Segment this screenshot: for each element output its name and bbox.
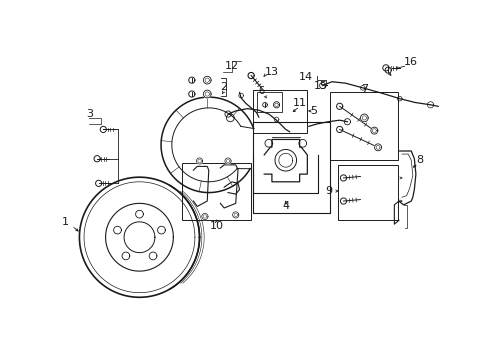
Text: 5: 5 <box>310 106 317 116</box>
Polygon shape <box>341 175 346 181</box>
Text: 3: 3 <box>86 109 93 119</box>
Text: 2: 2 <box>220 82 228 92</box>
Polygon shape <box>385 67 392 73</box>
Text: 12: 12 <box>225 61 239 71</box>
Bar <box>338 165 398 220</box>
Polygon shape <box>158 226 165 234</box>
Polygon shape <box>273 102 280 108</box>
Polygon shape <box>100 126 106 132</box>
Polygon shape <box>361 114 368 122</box>
Text: 15: 15 <box>314 81 327 91</box>
Polygon shape <box>341 198 346 204</box>
Polygon shape <box>196 158 203 164</box>
Polygon shape <box>248 72 254 78</box>
Text: 4: 4 <box>282 202 289 211</box>
Polygon shape <box>96 180 102 186</box>
Polygon shape <box>371 127 378 134</box>
Polygon shape <box>203 90 211 98</box>
Bar <box>330 93 398 160</box>
Polygon shape <box>225 158 231 164</box>
Text: 8: 8 <box>416 155 423 165</box>
Polygon shape <box>149 252 157 260</box>
Bar <box>182 163 251 220</box>
Polygon shape <box>337 126 343 132</box>
Bar <box>257 93 282 112</box>
Polygon shape <box>122 252 130 260</box>
Polygon shape <box>337 103 343 109</box>
Polygon shape <box>189 77 195 83</box>
Bar <box>253 90 307 132</box>
Polygon shape <box>275 149 296 171</box>
Polygon shape <box>94 156 100 162</box>
Text: 7: 7 <box>361 84 368 94</box>
Polygon shape <box>124 222 155 253</box>
Polygon shape <box>374 144 382 151</box>
Polygon shape <box>263 103 268 107</box>
Polygon shape <box>189 91 195 97</box>
Polygon shape <box>114 226 122 234</box>
Text: 11: 11 <box>293 98 307 108</box>
Text: 13: 13 <box>265 67 279 77</box>
Polygon shape <box>202 213 208 220</box>
Text: 9: 9 <box>325 186 332 196</box>
Polygon shape <box>233 212 239 218</box>
Polygon shape <box>203 76 211 84</box>
Text: 14: 14 <box>299 72 313 82</box>
Text: 1: 1 <box>62 217 69 227</box>
Text: 16: 16 <box>404 58 417 67</box>
Bar <box>253 122 330 213</box>
Polygon shape <box>136 210 143 218</box>
Polygon shape <box>383 65 389 71</box>
Text: 10: 10 <box>210 221 223 231</box>
Text: 6: 6 <box>258 86 264 96</box>
